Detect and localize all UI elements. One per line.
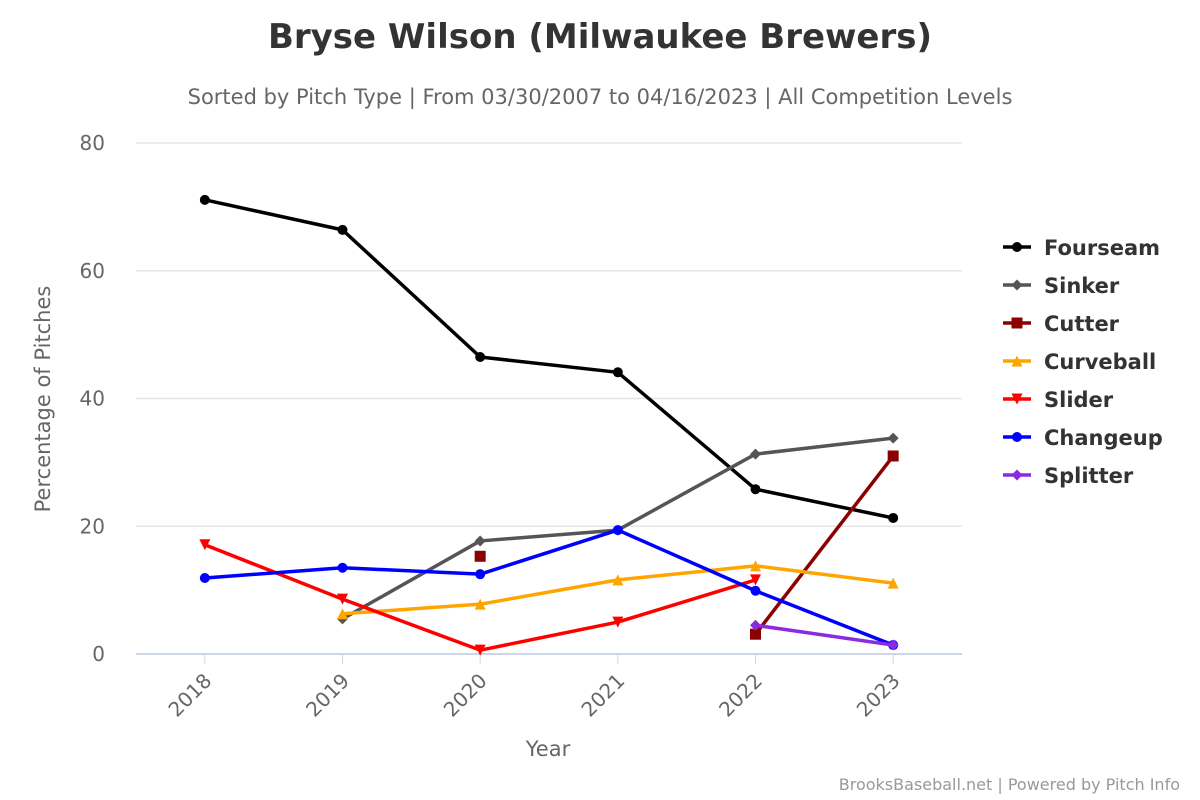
legend-marker-icon — [1012, 242, 1022, 252]
fourseam-point — [199, 194, 210, 205]
legend-item-slider[interactable]: Slider — [1003, 388, 1114, 412]
splitter-point — [750, 619, 761, 631]
legend-label: Fourseam — [1044, 236, 1160, 260]
cutter-point — [474, 550, 486, 562]
series-slider — [199, 539, 761, 656]
sinker-point — [750, 448, 761, 460]
y-tick-label: 60 — [80, 259, 105, 283]
legend-item-curveball[interactable]: Curveball — [1003, 350, 1156, 374]
fourseam-point — [750, 484, 761, 495]
series-cutter — [474, 450, 899, 640]
legend-marker-icon — [1012, 432, 1022, 442]
changeup-point — [199, 572, 210, 583]
legend-label: Slider — [1044, 388, 1114, 412]
curveball-point — [887, 577, 899, 589]
x-tick-label: 2018 — [163, 669, 216, 722]
y-tick-label: 40 — [80, 387, 105, 411]
x-axis-label: Year — [525, 737, 571, 761]
legend-item-changeup[interactable]: Changeup — [1003, 426, 1163, 450]
chart-title: Bryse Wilson (Milwaukee Brewers) — [268, 17, 932, 57]
x-tick-label: 2019 — [301, 669, 354, 722]
y-tick-label: 0 — [92, 642, 105, 666]
legend-marker-icon — [1011, 355, 1023, 367]
y-tick-label: 20 — [80, 514, 105, 538]
chart-subtitle: Sorted by Pitch Type | From 03/30/2007 t… — [188, 85, 1013, 110]
slider-point — [199, 539, 211, 551]
changeup-point — [475, 569, 486, 580]
legend-marker-icon — [1011, 279, 1023, 291]
splitter-point — [887, 639, 899, 651]
slider-point — [337, 593, 348, 605]
x-tick-label: 2021 — [576, 669, 629, 722]
chart-credit: BrooksBaseball.net | Powered by Pitch In… — [839, 775, 1180, 794]
legend-marker-icon — [1011, 317, 1023, 329]
changeup-point — [612, 525, 623, 536]
slider-point — [612, 616, 624, 628]
y-tick-label: 80 — [80, 131, 105, 155]
series-fourseam — [199, 194, 899, 523]
x-tick-label: 2020 — [439, 669, 492, 722]
y-axis-label: Percentage of Pitches — [31, 286, 55, 513]
curveball-point — [750, 560, 761, 572]
curveball-point — [612, 574, 624, 586]
curveball-point — [337, 608, 348, 620]
x-tick-label: 2022 — [714, 669, 767, 722]
cutter-point — [887, 450, 899, 462]
series-changeup — [199, 525, 899, 651]
legend-item-sinker[interactable]: Sinker — [1003, 274, 1120, 298]
cutter-line — [754, 454, 895, 636]
fourseam-point — [475, 351, 486, 362]
legend-label: Curveball — [1044, 350, 1156, 374]
changeup-point — [337, 562, 348, 573]
legend-label: Sinker — [1044, 274, 1120, 298]
legend-marker-icon — [1011, 393, 1023, 405]
sinker-point — [474, 535, 486, 547]
legend-item-splitter[interactable]: Splitter — [1003, 464, 1134, 488]
fourseam-line — [204, 198, 894, 520]
fourseam-point — [337, 224, 348, 235]
legend-label: Splitter — [1044, 464, 1134, 488]
changeup-line — [204, 528, 894, 647]
splitter-line — [755, 623, 894, 647]
cutter-point — [750, 628, 761, 640]
slider-point — [474, 644, 486, 656]
legend-label: Cutter — [1044, 312, 1120, 336]
sinker-point — [887, 432, 899, 444]
legend-label: Changeup — [1044, 426, 1163, 450]
changeup-point — [750, 585, 761, 596]
legend-item-fourseam[interactable]: Fourseam — [1003, 236, 1160, 260]
slider-point — [750, 574, 761, 586]
curveball-point — [474, 598, 486, 610]
fourseam-point — [612, 367, 623, 378]
fourseam-point — [888, 512, 899, 523]
legend-item-cutter[interactable]: Cutter — [1003, 312, 1120, 336]
series-curveball — [337, 560, 899, 620]
x-tick-label: 2023 — [852, 669, 905, 722]
legend-marker-icon — [1011, 469, 1023, 481]
series-splitter — [750, 619, 899, 651]
